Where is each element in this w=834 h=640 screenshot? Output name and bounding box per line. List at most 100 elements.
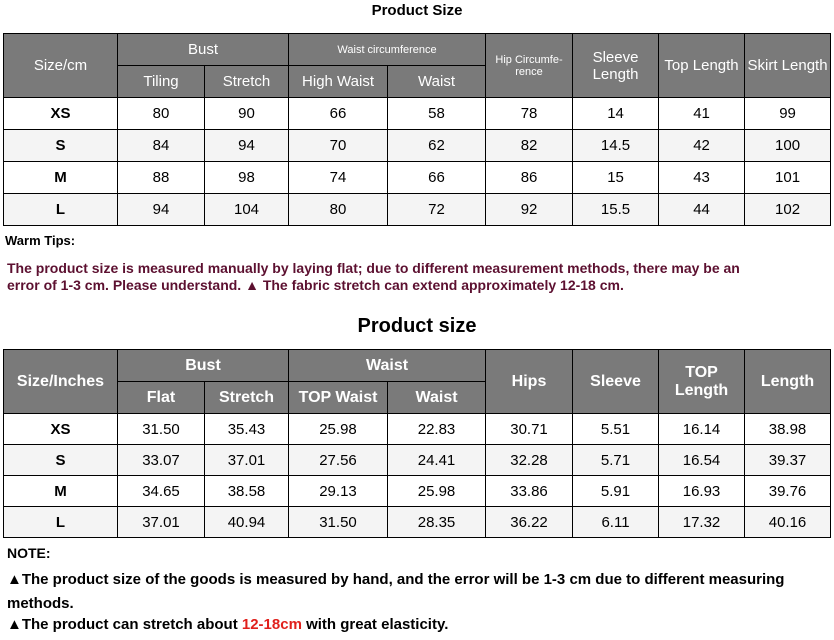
value-cell: 66	[288, 97, 389, 130]
value-cell: 31.50	[117, 413, 205, 445]
value-cell: 32.28	[485, 444, 574, 476]
value-cell: 92	[485, 193, 574, 226]
header-length: Length	[744, 349, 832, 414]
value-cell: 30.71	[485, 413, 574, 445]
header-top-length: TOP Length	[658, 349, 746, 414]
value-cell: 34.65	[117, 475, 205, 507]
warm-tips-label: Warm Tips:	[5, 233, 76, 248]
table-row: XS 80 90 66 58 78 14 41 99	[3, 97, 832, 130]
value-cell: 27.56	[288, 444, 388, 476]
header-flat: Flat	[117, 381, 205, 414]
header-skirt: Skirt Length	[744, 33, 832, 98]
value-cell: 39.76	[744, 475, 832, 507]
value-cell: 80	[288, 193, 389, 226]
section1-title: Product Size	[371, 2, 463, 19]
value-cell: 44	[658, 193, 746, 226]
table-row: M 34.65 38.58 29.13 25.98 33.86 5.91 16.93 39.76	[3, 475, 832, 507]
header-sleeve: Sleeve	[572, 349, 660, 414]
value-cell: 100	[744, 129, 832, 162]
value-cell: 39.37	[744, 444, 832, 476]
table-row: M 88 98 74 66 86 15 43 101	[3, 161, 832, 194]
value-cell: 16.14	[658, 413, 746, 445]
value-cell: 70	[288, 129, 389, 162]
value-cell: 33.86	[485, 475, 574, 507]
note-stretch-prefix: ▲The product can stretch about	[7, 616, 242, 633]
value-cell: 74	[288, 161, 389, 194]
size-table-cm: Size/cm Bust Waist circumference Hip Cir…	[3, 33, 832, 226]
value-cell: 38.58	[204, 475, 289, 507]
header-top: Top Length	[658, 33, 746, 98]
value-cell: 99	[744, 97, 832, 130]
header-top-waist: TOP Waist	[288, 381, 388, 414]
value-cell: 35.43	[204, 413, 289, 445]
value-cell: 36.22	[485, 506, 574, 538]
header-waist-sub: Waist	[386, 381, 487, 414]
header-size: Size/Inches	[3, 349, 118, 414]
table-row: XS 31.50 35.43 25.98 22.83 30.71 5.51 16.14 38.9…	[3, 413, 832, 445]
value-cell: 24.41	[386, 444, 487, 476]
value-cell: 25.98	[288, 413, 388, 445]
value-cell: 37.01	[117, 506, 205, 538]
value-cell: 25.98	[386, 475, 487, 507]
size-cell: M	[3, 161, 118, 194]
value-cell: 72	[387, 193, 487, 226]
value-cell: 15	[572, 161, 660, 194]
header-stretch: Stretch	[204, 381, 289, 414]
value-cell: 15.5	[572, 193, 660, 226]
value-cell: 66	[387, 161, 487, 194]
value-cell: 101	[744, 161, 832, 194]
value-cell: 16.93	[658, 475, 746, 507]
header-high-waist: High Waist	[288, 65, 389, 98]
size-table-inches: Size/Inches Bust Waist Hips Sleeve TOP L…	[3, 349, 832, 538]
value-cell: 90	[203, 97, 290, 130]
value-cell: 42	[658, 129, 746, 162]
header-waist: Waist	[287, 349, 487, 382]
value-cell: 5.51	[572, 413, 660, 445]
header-waist-sub: Waist	[387, 65, 487, 98]
section2-title: Product size	[357, 315, 477, 337]
value-cell: 5.91	[572, 475, 660, 507]
value-cell: 38.98	[744, 413, 832, 445]
value-cell: 40.16	[744, 506, 832, 538]
header-tiling: Tiling	[117, 65, 205, 98]
value-cell: 78	[485, 97, 574, 130]
value-cell: 94	[117, 193, 205, 226]
size-cell: S	[3, 444, 118, 476]
value-cell: 98	[203, 161, 290, 194]
header-hips: Hips	[485, 349, 574, 414]
value-cell: 82	[485, 129, 574, 162]
value-cell: 6.11	[572, 506, 660, 538]
value-cell: 41	[658, 97, 746, 130]
table-row: S 84 94 70 62 82 14.5 42 100	[3, 129, 832, 162]
value-cell: 80	[117, 97, 205, 130]
value-cell: 16.54	[658, 444, 746, 476]
header-bust: Bust	[116, 33, 290, 66]
size-cell: M	[3, 475, 118, 507]
value-cell: 33.07	[117, 444, 205, 476]
value-cell: 14.5	[572, 129, 660, 162]
value-cell: 5.71	[572, 444, 660, 476]
value-cell: 102	[744, 193, 832, 226]
value-cell: 28.35	[386, 506, 487, 538]
size-cell: S	[3, 129, 118, 162]
value-cell: 94	[203, 129, 290, 162]
value-cell: 22.83	[386, 413, 487, 445]
header-size: Size/cm	[3, 33, 118, 98]
value-cell: 31.50	[288, 506, 388, 538]
note-stretch-highlight: 12-18cm	[241, 616, 302, 633]
table-row: L 37.01 40.94 31.50 28.35 36.22 6.11 17.32 40.16	[3, 506, 832, 538]
value-cell: 104	[203, 193, 290, 226]
header-hip: Hip Circumfe-rence	[485, 33, 574, 98]
value-cell: 84	[117, 129, 205, 162]
value-cell: 40.94	[204, 506, 289, 538]
header-bust: Bust	[117, 349, 289, 382]
value-cell: 58	[387, 97, 487, 130]
size-cell: L	[3, 193, 118, 226]
note-stretch-suffix: with great elasticity.	[301, 616, 449, 633]
value-cell: 62	[387, 129, 487, 162]
size-cell: L	[3, 506, 118, 538]
table-row: L 94 104 80 72 92 15.5 44 102	[3, 193, 832, 226]
header-waist: Waist circumference	[288, 33, 487, 66]
table-row: S 33.07 37.01 27.56 24.41 32.28 5.71 16.54 39.37	[3, 444, 832, 476]
value-cell: 86	[485, 161, 574, 194]
